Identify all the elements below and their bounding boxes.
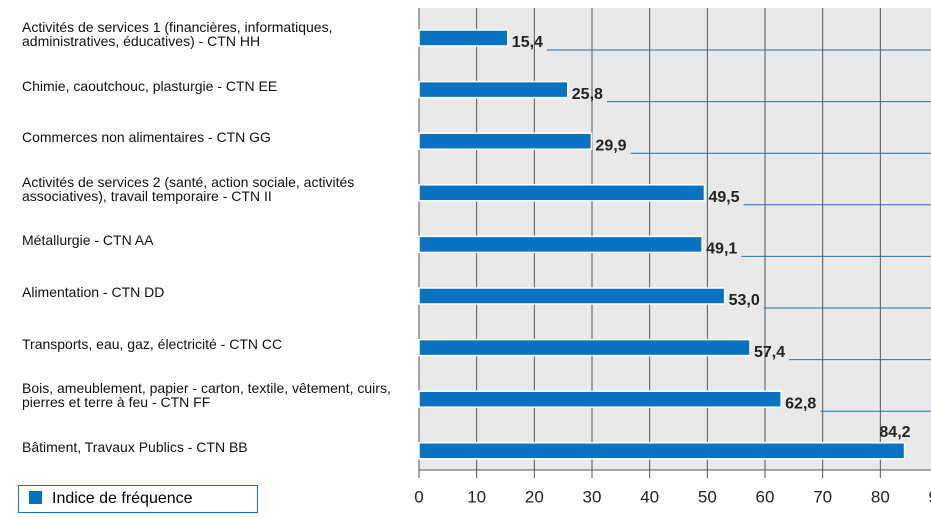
category-label: Bâtiment, Travaux Publics - CTN BB: [22, 438, 248, 455]
x-tick-label: 60: [756, 487, 775, 506]
category-label: Alimentation - CTN DD: [22, 284, 165, 300]
legend-label: Indice de fréquence: [52, 490, 193, 507]
value-label: 57,4: [754, 344, 785, 361]
value-label: 62,8: [785, 395, 816, 412]
x-tick-label: 20: [525, 487, 544, 506]
category-label: Activités de services 2 (santé, action s…: [22, 173, 355, 204]
bar: [418, 442, 906, 460]
value-label: 49,1: [706, 241, 737, 258]
bar: [418, 184, 706, 202]
x-tick-label: 50: [698, 487, 717, 506]
x-tick-label: 0: [414, 487, 423, 506]
legend: Indice de fréquence: [18, 485, 258, 513]
legend-swatch: [29, 491, 42, 504]
bar: [418, 390, 782, 408]
bar: [418, 29, 509, 47]
bar: [418, 235, 703, 254]
x-tick-label: 30: [583, 487, 602, 506]
bar: [418, 338, 751, 357]
category-label: Transports, eau, gaz, électricité - CTN …: [22, 335, 283, 352]
bar: [418, 80, 569, 99]
category-label: Chimie, caoutchouc, plasturgie - CTN EE: [22, 77, 278, 94]
x-tick-label: 90: [929, 487, 931, 506]
x-tick-label: 40: [640, 487, 659, 506]
value-label: 15,4: [512, 34, 543, 51]
x-tick-label: 80: [871, 487, 890, 506]
value-label: 84,2: [879, 424, 910, 441]
x-tick-label: 70: [813, 487, 832, 506]
value-label: 49,5: [708, 189, 739, 206]
category-label: Bois, ameublement, papier - carton, text…: [22, 380, 391, 411]
bar: [418, 132, 593, 150]
value-label: 53,0: [729, 292, 760, 309]
category-label: Métallurgie - CTN AA: [22, 232, 154, 249]
value-label: 25,8: [572, 86, 603, 103]
x-tick-label: 10: [467, 487, 486, 506]
bar: [418, 287, 726, 305]
category-label: Activités de services 1 (financières, in…: [22, 19, 333, 49]
category-label: Commerces non alimentaires - CTN GG: [22, 129, 271, 146]
value-label: 29,9: [595, 137, 626, 154]
